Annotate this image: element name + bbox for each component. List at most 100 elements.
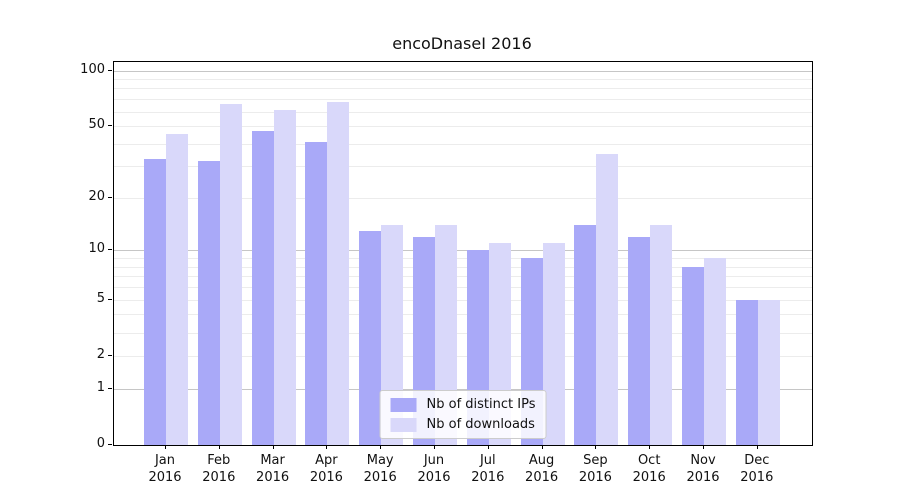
- x-tick-mark-dec-2016: [756, 445, 758, 449]
- gridline-minor-50: [114, 126, 812, 128]
- gridline-minor-20: [114, 198, 812, 199]
- x-tick-label-aug-2016: Aug 2016: [510, 452, 574, 486]
- gridline-minor-9: [114, 258, 812, 260]
- x-tick-mark-jun-2016: [434, 445, 435, 449]
- chart-title: encoDnaseI 2016: [392, 34, 532, 53]
- x-tick-mark-may-2016: [380, 445, 382, 449]
- y-tick-mark-2: [108, 354, 112, 356]
- gridline-minor-5: [114, 299, 812, 301]
- legend-swatch-nb-of-downloads: [390, 417, 417, 432]
- x-tick-label-line: Jun: [423, 453, 445, 468]
- bar-nb-of-distinct-ips-may-2016: [359, 230, 382, 445]
- x-tick-mark-aug-2016: [541, 445, 543, 449]
- x-tick-label-line: Jan: [154, 453, 176, 468]
- gridline-minor-30: [114, 166, 812, 168]
- x-tick-label-line: Mar: [260, 453, 285, 468]
- y-tick-mark-0: [108, 444, 112, 445]
- legend-label-nb-of-distinct-ips: Nb of distinct IPs: [426, 397, 536, 412]
- y-tick-mark-1: [108, 387, 112, 389]
- x-tick-label-nov-2016: Nov 2016: [671, 452, 735, 486]
- x-tick-label-line: Sep: [583, 453, 608, 468]
- x-tick-label-line: 2016: [740, 470, 774, 485]
- bar-nb-of-distinct-ips-sep-2016: [574, 225, 597, 445]
- x-tick-mark-jan-2016: [165, 445, 166, 449]
- gridline-major-1: [114, 388, 812, 390]
- bar-nb-of-downloads-oct-2016: [650, 225, 673, 445]
- x-tick-label-sep-2016: Sep 2016: [563, 452, 627, 486]
- gridline-minor-4: [114, 314, 812, 316]
- bar-nb-of-downloads-feb-2016: [219, 103, 242, 445]
- legend: Nb of distinct IPs Nb of downloads: [379, 390, 547, 439]
- x-tick-label-line: 2016: [309, 470, 343, 485]
- y-tick-mark-10: [108, 249, 112, 251]
- y-tick-label-20: 20: [88, 189, 105, 204]
- bar-nb-of-distinct-ips-feb-2016: [197, 161, 220, 445]
- y-tick-mark-5: [108, 298, 112, 300]
- x-tick-mark-jul-2016: [487, 445, 489, 449]
- bar-nb-of-distinct-ips-oct-2016: [628, 236, 651, 445]
- gridline-major-10: [114, 250, 812, 252]
- y-tick-label-10: 10: [88, 241, 105, 257]
- x-tick-mark-nov-2016: [703, 445, 704, 449]
- bar-nb-of-downloads-aug-2016: [542, 243, 565, 445]
- legend-swatch-nb-of-distinct-ips: [390, 397, 417, 412]
- gridline-minor-80: [114, 88, 812, 90]
- legend-label-nb-of-downloads: Nb of downloads: [426, 417, 535, 432]
- x-tick-label-line: 2016: [525, 470, 559, 485]
- x-tick-label-line: 2016: [363, 470, 397, 485]
- x-tick-label-oct-2016: Oct 2016: [617, 452, 681, 486]
- gridline-minor-2: [114, 355, 812, 357]
- x-tick-label-apr-2016: Apr 2016: [294, 452, 358, 486]
- legend-item-nb-of-distinct-ips: Nb of distinct IPs: [390, 397, 536, 412]
- x-tick-label-line: 2016: [417, 470, 451, 485]
- y-tick-label-50: 50: [88, 117, 105, 133]
- bar-nb-of-downloads-sep-2016: [596, 154, 619, 445]
- x-tick-label-line: Nov: [690, 453, 716, 468]
- x-tick-label-line: 2016: [471, 470, 505, 485]
- x-tick-mark-feb-2016: [218, 445, 220, 449]
- x-tick-mark-oct-2016: [649, 445, 651, 449]
- gridline-minor-8: [114, 266, 812, 268]
- x-tick-label-line: 2016: [256, 470, 290, 485]
- x-tick-label-line: Aug: [528, 453, 555, 468]
- x-tick-label-mar-2016: Mar 2016: [241, 452, 305, 486]
- plot-area: Nb of distinct IPs Nb of downloads: [113, 61, 813, 446]
- x-tick-label-line: Apr: [315, 453, 338, 468]
- y-tick-mark-100: [108, 69, 112, 71]
- x-tick-label-may-2016: May 2016: [348, 452, 412, 486]
- y-tick-label-5: 5: [96, 290, 105, 306]
- x-tick-label-line: 2016: [148, 470, 182, 485]
- bar-nb-of-distinct-ips-apr-2016: [305, 141, 328, 445]
- x-tick-label-dec-2016: Dec 2016: [725, 452, 789, 486]
- legend-item-nb-of-downloads: Nb of downloads: [390, 417, 536, 432]
- x-tick-label-line: Feb: [207, 453, 231, 468]
- x-tick-label-jan-2016: Jan 2016: [133, 452, 197, 486]
- bar-nb-of-downloads-nov-2016: [704, 258, 726, 445]
- bar-nb-of-downloads-mar-2016: [273, 110, 296, 445]
- gridline-minor-40: [114, 143, 812, 145]
- gridline-minor-60: [114, 111, 812, 113]
- gridline-minor-3: [114, 332, 812, 334]
- x-tick-label-line: 2016: [686, 470, 720, 485]
- y-tick-mark-20: [108, 197, 112, 198]
- gridline-minor-70: [114, 99, 812, 101]
- gridline-minor-90: [114, 79, 812, 81]
- bar-nb-of-distinct-ips-dec-2016: [735, 299, 758, 445]
- bar-nb-of-downloads-jan-2016: [166, 134, 188, 445]
- y-tick-label-1: 1: [96, 379, 105, 395]
- y-tick-label-2: 2: [96, 346, 105, 362]
- x-tick-mark-mar-2016: [272, 445, 274, 449]
- y-tick-label-100: 100: [80, 61, 105, 77]
- x-tick-label-line: May: [366, 453, 394, 468]
- gridline-major-100: [114, 70, 812, 72]
- bar-nb-of-downloads-apr-2016: [327, 101, 350, 445]
- gridline-minor-7: [114, 276, 812, 278]
- x-tick-label-line: Oct: [637, 453, 661, 468]
- bar-nb-of-downloads-dec-2016: [757, 299, 780, 445]
- x-tick-label-line: Jul: [479, 453, 496, 468]
- x-tick-label-feb-2016: Feb 2016: [187, 452, 251, 486]
- gridline-minor-6: [114, 287, 812, 289]
- bar-nb-of-distinct-ips-nov-2016: [682, 266, 704, 445]
- x-tick-label-jun-2016: Jun 2016: [402, 452, 466, 486]
